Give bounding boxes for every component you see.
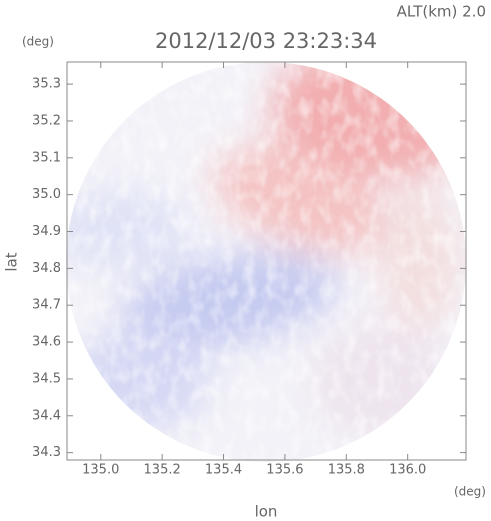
- y-tick-label: 34.3: [32, 445, 61, 460]
- y-tick-label: 34.6: [32, 335, 61, 350]
- y-tick-label: 34.5: [32, 371, 61, 386]
- radar-field: [66, 62, 466, 462]
- y-tick-label: 34.8: [32, 261, 61, 276]
- y-tick-label: 34.7: [32, 298, 61, 313]
- y-unit: (deg): [22, 35, 54, 49]
- x-tick-label: 135.2: [144, 463, 181, 478]
- x-tick-label: 136.0: [389, 463, 426, 478]
- x-unit: (deg): [454, 485, 486, 499]
- plot-frame: [66, 61, 467, 461]
- x-tick-label: 135.4: [205, 463, 242, 478]
- y-tick-label: 35.0: [32, 187, 61, 202]
- chart-title: 2012/12/03 23:23:34: [155, 29, 377, 53]
- y-tick-label: 34.9: [32, 224, 61, 239]
- altitude-label: ALT(km) 2.0: [397, 3, 486, 21]
- x-axis-label: lon: [255, 503, 278, 521]
- x-tick-label: 135.8: [328, 463, 365, 478]
- y-axis-label: lat: [3, 252, 21, 271]
- y-tick-label: 34.4: [32, 408, 61, 423]
- y-tick-label: 35.3: [32, 77, 61, 92]
- y-tick-label: 35.1: [32, 150, 61, 165]
- y-tick-label: 35.2: [32, 113, 61, 128]
- x-tick-label: 135.6: [266, 463, 303, 478]
- x-tick-label: 135.0: [82, 463, 119, 478]
